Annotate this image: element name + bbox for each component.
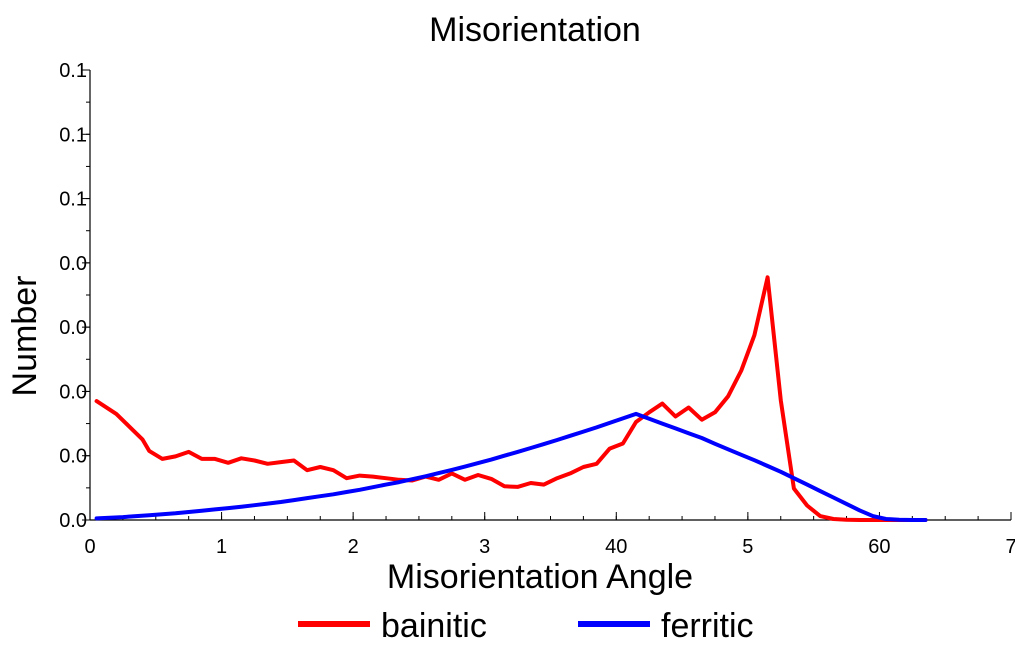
axis-tick-labels: 0 1 2 3 40 5 60 7 0.0 0.0 0.0 0.0 0.0 0.1 0.1 0.1	[59, 60, 1015, 558]
y-tick-label: 0.0	[59, 510, 87, 532]
x-tick-label: 3	[479, 536, 490, 558]
legend: bainitic ferritic	[298, 607, 754, 645]
series-line-bainitic	[94, 275, 928, 522]
axis-ticks	[82, 69, 1012, 521]
x-tick-label: 1	[216, 536, 227, 558]
x-axis-label: Misorientation Angle	[387, 558, 693, 596]
series-line-ferritic	[94, 411, 928, 522]
y-tick-label: 0.0	[59, 253, 87, 275]
x-tick-label: 40	[605, 536, 627, 558]
y-tick-label: 0.0	[59, 317, 87, 339]
x-tick-label: 7	[1005, 536, 1015, 558]
y-tick-label: 0.0	[59, 381, 87, 403]
x-tick-label: 60	[868, 536, 890, 558]
chart-title: Misorientation	[429, 11, 641, 49]
x-tick-label: 0	[84, 536, 95, 558]
x-tick-label: 2	[348, 536, 359, 558]
y-tick-label: 0.1	[59, 189, 87, 211]
y-axis-label: Number	[6, 276, 44, 397]
y-tick-label: 0.1	[59, 124, 87, 146]
legend-label-ferritic: ferritic	[661, 607, 754, 645]
y-tick-label: 0.1	[59, 60, 87, 82]
series-layer	[94, 275, 928, 522]
x-tick-label: 5	[742, 536, 753, 558]
y-tick-label: 0.0	[59, 446, 87, 468]
legend-label-bainitic: bainitic	[381, 607, 487, 645]
